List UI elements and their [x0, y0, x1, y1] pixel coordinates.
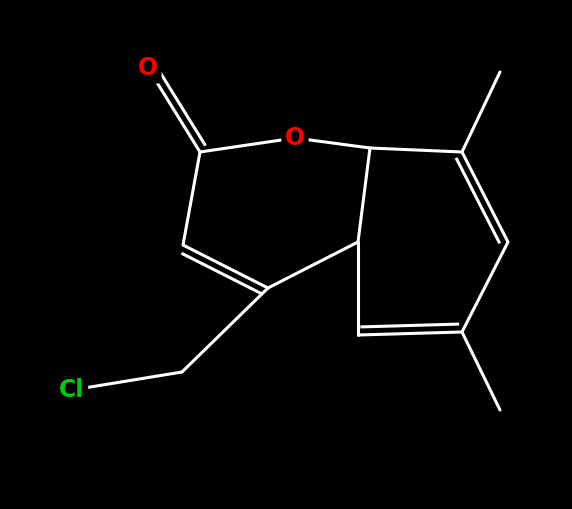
Text: Cl: Cl [59, 378, 85, 402]
Text: O: O [138, 56, 158, 80]
Text: O: O [285, 126, 305, 150]
